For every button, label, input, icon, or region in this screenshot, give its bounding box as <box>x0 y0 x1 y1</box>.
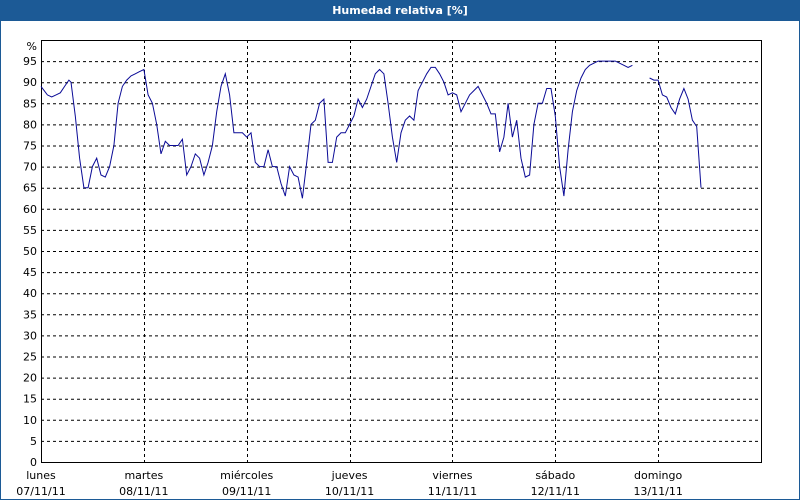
y-tick-label: 85 <box>23 97 37 110</box>
plot-border <box>41 40 762 463</box>
x-tick-date-label: 08/11/11 <box>119 485 168 498</box>
x-tick-date-label: 09/11/11 <box>222 485 271 498</box>
y-tick-label: 0 <box>30 456 37 469</box>
y-tick-label: 45 <box>23 266 37 279</box>
label-layer: 0 5 10 15 20 25 30 35 40 45 50 55 60 65 70 75 80 85 90 95% l… <box>16 40 683 498</box>
humidity-series-line-1 <box>40 60 633 199</box>
x-tick-day-label: martes <box>124 469 163 482</box>
grid-layer <box>41 40 761 462</box>
y-tick-label: 50 <box>23 245 37 258</box>
x-tick-date-label: 13/11/11 <box>633 485 682 498</box>
axis-layer <box>41 40 762 463</box>
y-tick-label: 65 <box>23 182 37 195</box>
y-tick-label: 80 <box>23 118 37 131</box>
x-tick-day-label: miércoles <box>220 469 273 482</box>
y-tick-label: 35 <box>23 308 37 321</box>
y-tick-label: 90 <box>23 76 37 89</box>
y-tick-label: 55 <box>23 224 37 237</box>
y-axis-label: % <box>27 40 37 53</box>
y-tick-label: 40 <box>23 287 37 300</box>
y-tick-label: 25 <box>23 351 37 364</box>
chart-title: Humedad relativa [%] <box>1 1 799 21</box>
y-tick-label: 15 <box>23 393 37 406</box>
y-tick-label: 5 <box>30 435 37 448</box>
x-tick-date-label: 07/11/11 <box>16 485 65 498</box>
x-tick-day-label: domingo <box>634 469 682 482</box>
x-tick-date-label: 12/11/11 <box>531 485 580 498</box>
x-tick-date-label: 11/11/11 <box>428 485 477 498</box>
y-tick-label: 75 <box>23 140 37 153</box>
y-tick-label: 20 <box>23 372 37 385</box>
x-tick-day-label: lunes <box>26 469 56 482</box>
y-tick-label: 10 <box>23 414 37 427</box>
x-tick-day-label: sábado <box>535 469 575 482</box>
x-tick-date-label: 10/11/11 <box>325 485 374 498</box>
humidity-series-line-2 <box>649 77 702 188</box>
y-tick-label: 30 <box>23 329 37 342</box>
y-tick-label: 70 <box>23 161 37 174</box>
series-layer <box>40 60 702 199</box>
x-tick-day-label: jueves <box>331 469 368 482</box>
y-tick-label: 60 <box>23 203 37 216</box>
x-tick-day-label: viernes <box>432 469 472 482</box>
y-tick-label: 95 <box>23 55 37 68</box>
